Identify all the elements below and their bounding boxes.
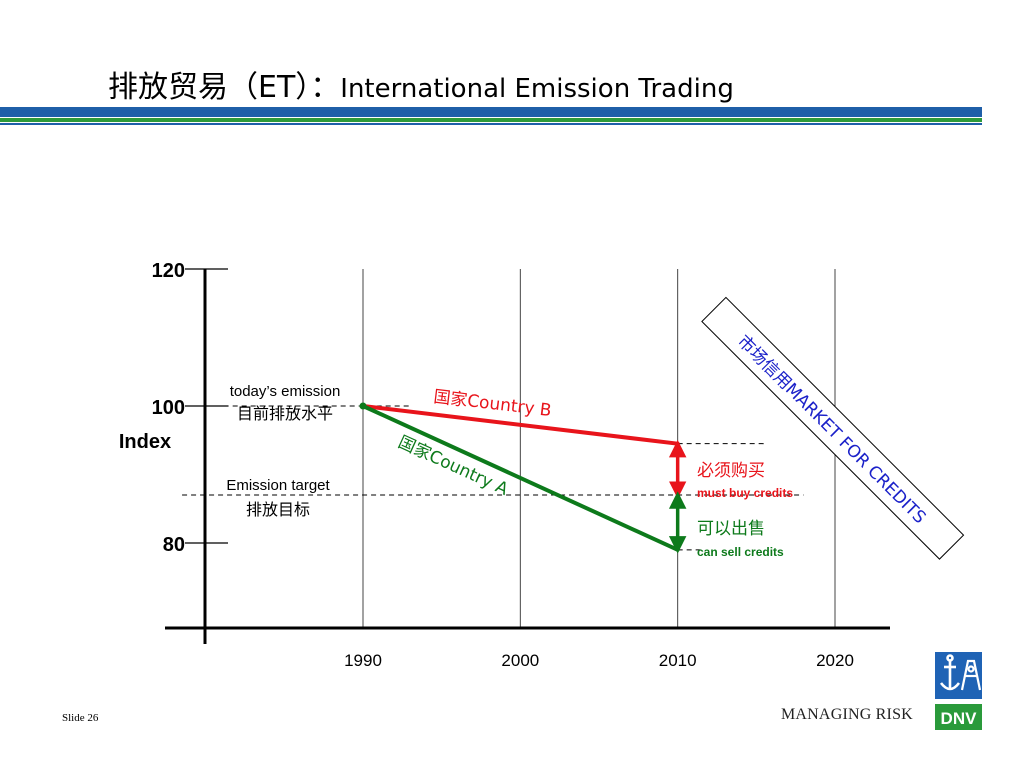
title-band-green xyxy=(0,118,982,122)
anchor-icon xyxy=(939,654,961,691)
series-start-point xyxy=(359,402,367,410)
must-buy-label-en: must buy credits xyxy=(697,486,793,500)
y-tick-label-80: 80 xyxy=(163,534,185,556)
title-abbreviation: ET xyxy=(258,70,296,105)
can-sell-label-en: can sell credits xyxy=(697,545,784,559)
logo-text: DNV xyxy=(941,709,978,728)
y-tick-label-100: 100 xyxy=(152,397,185,419)
title-separator: ）： xyxy=(295,70,341,105)
callout-box xyxy=(701,296,965,560)
y-axis-label: Index xyxy=(119,431,171,453)
x-tick-label-2010: 2010 xyxy=(659,651,697,670)
todays-emission-label-cn: 目前排放水平 xyxy=(237,404,333,423)
emission-target-label-cn: 排放目标 xyxy=(246,500,310,519)
todays-emission-label: today’s emission xyxy=(230,383,341,400)
title-band-blue xyxy=(0,107,982,117)
series-line-country-b xyxy=(361,404,680,446)
tagline: MANAGING RISK xyxy=(781,706,913,723)
slide-title: 排放贸易（ET）：International Emission Trading xyxy=(108,62,734,106)
x-tick-label-2000: 2000 xyxy=(501,651,539,670)
logo-text-background xyxy=(935,704,982,730)
title-english: International Emission Trading xyxy=(340,74,734,104)
dnv-logo: DNV xyxy=(935,652,982,730)
y-tick-label-120: 120 xyxy=(152,260,185,282)
can-sell-label-cn: 可以出售 xyxy=(697,519,765,539)
must-buy-label-cn: 必须购买 xyxy=(697,461,765,481)
title-band-blue-thin xyxy=(0,123,982,125)
series-line-country-a xyxy=(361,404,680,552)
x-tick-label-2020: 2020 xyxy=(816,651,854,670)
emission-target-label: Emission target xyxy=(226,477,330,494)
castle-icon xyxy=(960,659,982,691)
title-chinese: 排放贸易（ xyxy=(108,70,258,105)
x-tick-label-1990: 1990 xyxy=(344,651,382,670)
slide-number: Slide 26 xyxy=(62,712,99,724)
